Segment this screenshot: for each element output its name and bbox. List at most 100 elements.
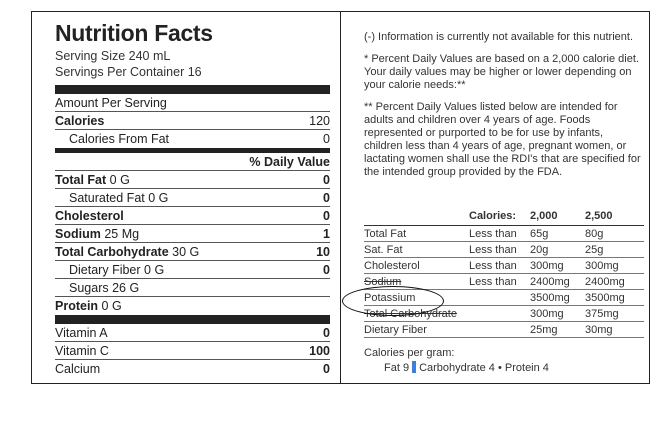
table-row: Dietary Fiber 25mg 30mg (364, 322, 644, 338)
dv-row-qualifier: Less than (469, 228, 517, 240)
dv-row-2000: 3500mg (530, 292, 570, 304)
note-percent-dv-intended: ** Percent Daily Values listed below are… (364, 101, 641, 178)
calories-per-gram: Calories per gram: Fat 9 Carbohydrate 4 •… (364, 346, 549, 376)
protein-calories: Protein 4 (504, 362, 549, 374)
nutrient-name: Protein (55, 299, 99, 313)
nutrient-row-total-fat: Total Fat 0 G 0 (55, 171, 330, 189)
nutrient-dv: 10 (316, 245, 330, 259)
dv-row-2500: 25g (585, 244, 604, 256)
thick-divider (55, 85, 330, 94)
dv-row-qualifier (469, 306, 530, 321)
hand-drawn-circle-annotation (342, 286, 444, 316)
calories-from-fat-value: 0 (323, 132, 330, 146)
nutrient-amount: 30 G (172, 245, 200, 259)
calories-from-fat-label: Calories From Fat (69, 132, 170, 146)
nutrient-dv: 0 (323, 209, 330, 223)
footnotes-panel: (-) Information is currently not availab… (364, 31, 642, 188)
dv-header-2500: 2,500 (585, 210, 613, 222)
nutrient-row-sugars: Sugars 26 G (55, 279, 330, 297)
dv-row-name: Dietary Fiber (364, 324, 427, 336)
dv-row-2000: 300mg (530, 260, 564, 272)
fat-calories: Fat 9 (384, 362, 410, 374)
nutrient-row-sodium: Sodium 25 Mg 1 (55, 225, 330, 243)
table-row: Total Fat Less than 65g 80g (364, 226, 644, 242)
vitamin-dv: 0 (323, 362, 330, 376)
thick-divider-bottom (55, 315, 330, 324)
dv-row-2500: 300mg (585, 260, 619, 272)
vitamin-name: Vitamin A (55, 326, 108, 340)
calories-value: 120 (309, 114, 330, 128)
nutrient-amount: 25 Mg (104, 227, 140, 241)
dv-row-qualifier (469, 290, 530, 305)
dv-row-name: Sat. Fat (364, 244, 403, 256)
nutrient-row-dietary-fiber: Dietary Fiber 0 G 0 (55, 261, 330, 279)
dv-row-qualifier: Less than (469, 260, 517, 272)
nutrient-amount: 0 G (109, 173, 130, 187)
carbohydrate-calories: Carbohydrate 4 (419, 362, 495, 374)
nutrient-dv: 0 (323, 263, 330, 277)
vitamin-row-calcium: Calcium 0 (55, 360, 330, 378)
vitamin-row-a: Vitamin A 0 (55, 324, 330, 342)
vitamin-dv: 0 (323, 326, 330, 340)
nutrient-name: Saturated Fat (69, 191, 145, 205)
dv-row-2000: 2400mg (530, 276, 570, 288)
dv-header-label (364, 204, 469, 225)
calories-row: Calories 120 (55, 112, 330, 130)
nutrient-name: Sugars (69, 281, 109, 295)
table-row: Sat. Fat Less than 20g 25g (364, 242, 644, 258)
bullet-separator: • (497, 362, 502, 374)
vitamin-name: Calcium (55, 362, 101, 376)
dv-row-name: Cholesterol (364, 260, 420, 272)
note-percent-dv: * Percent Daily Values are based on a 2,… (364, 53, 639, 91)
dv-header-2000: 2,000 (530, 210, 558, 222)
dv-table-header: Calories: 2,000 2,500 (364, 204, 644, 226)
nutrition-facts-title: Nutrition Facts (55, 20, 213, 46)
vitamin-row-c: Vitamin C 100 (55, 342, 330, 360)
dv-row-qualifier (469, 322, 530, 337)
daily-value-header: % Daily Value (55, 153, 330, 171)
daily-value-header-label: % Daily Value (249, 155, 330, 169)
dv-row-name-struck: Sodium (364, 276, 402, 288)
note-not-available: (-) Information is currently not availab… (364, 31, 634, 43)
calories-from-fat-row: Calories From Fat 0 (55, 130, 330, 148)
table-row: Sodium Less than 2400mg 2400mg (364, 274, 644, 290)
nutrient-row-cholesterol: Cholesterol 0 (55, 207, 330, 225)
nutrient-name: Total Fat (55, 173, 107, 187)
nutrient-amount: 26 G (112, 281, 140, 295)
dv-row-2000: 300mg (530, 308, 564, 320)
dv-row-2500: 2400mg (585, 276, 625, 288)
nutrient-dv: 0 (323, 191, 330, 205)
nutrient-row-total-carbohydrate: Total Carbohydrate 30 G 10 (55, 243, 330, 261)
text-cursor (412, 361, 417, 373)
calories-per-gram-label: Calories per gram: (364, 347, 455, 359)
medium-divider (55, 148, 330, 153)
dv-row-2500: 80g (585, 228, 604, 240)
amount-per-serving-label: Amount Per Serving (55, 96, 167, 110)
vitamin-dv: 100 (309, 344, 330, 358)
dv-row-2000: 25mg (530, 324, 558, 336)
nutrient-amount: 0 G (101, 299, 122, 313)
amount-per-serving-row: Amount Per Serving (55, 94, 330, 112)
table-row: Cholesterol Less than 300mg 300mg (364, 258, 644, 274)
dv-row-2000: 20g (530, 244, 549, 256)
calories-per-gram-values: Fat 9 Carbohydrate 4 • Protein 4 (364, 361, 549, 376)
nutrient-amount: 0 G (148, 191, 169, 205)
nutrient-row-saturated-fat: Saturated Fat 0 G 0 (55, 189, 330, 207)
dv-row-2000: 65g (530, 228, 549, 240)
dv-row-2500: 375mg (585, 308, 619, 320)
vitamin-name: Vitamin C (55, 344, 109, 358)
nutrient-row-protein: Protein 0 G (55, 297, 330, 315)
nutrient-dv: 0 (323, 173, 330, 187)
dv-row-qualifier: Less than (469, 244, 517, 256)
calories-label: Calories (55, 114, 105, 128)
nutrient-dv: 1 (323, 227, 330, 241)
servings-per-container: Servings Per Container 16 (55, 65, 202, 79)
nutrient-name: Dietary Fiber (69, 263, 141, 277)
dv-header-calories: Calories: (469, 210, 517, 222)
nutrient-name: Total Carbohydrate (55, 245, 169, 259)
daily-values-table: Calories: 2,000 2,500 Total Fat Less tha… (364, 204, 644, 338)
dv-row-name: Total Fat (364, 228, 407, 240)
serving-size: Serving Size 240 mL (55, 49, 171, 63)
nutrient-name: Cholesterol (55, 209, 124, 223)
panel-divider (340, 11, 341, 384)
